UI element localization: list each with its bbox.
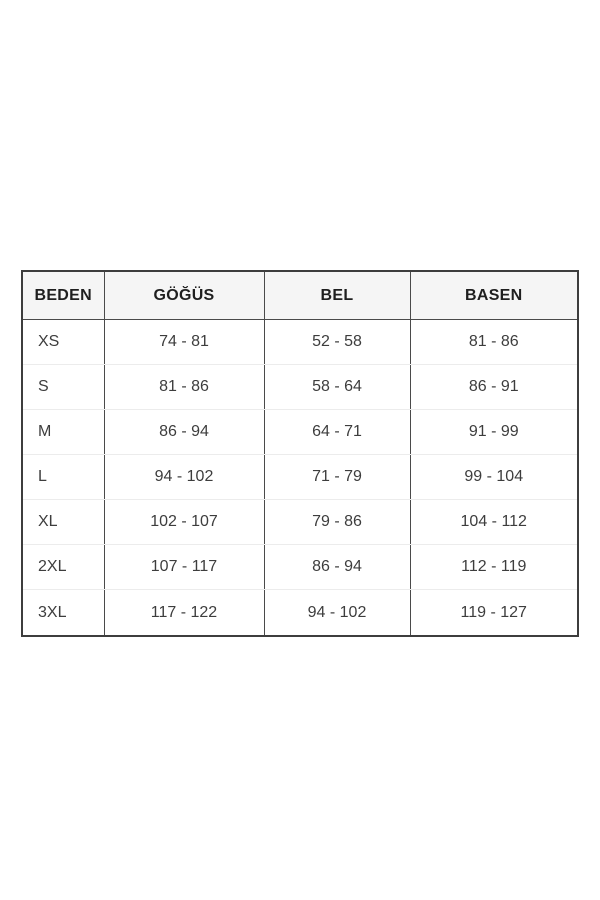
size-cell: 3XL	[38, 603, 67, 621]
hips-cell: 104 - 112	[409, 499, 578, 546]
waist-cell: 52 - 58	[263, 319, 410, 366]
size-cell: M	[22, 409, 104, 456]
size-cell: 2XL	[22, 544, 104, 591]
chest-cell: 117 - 122	[103, 589, 264, 636]
header-waist: BEL	[263, 271, 410, 320]
table-row: XL 102 - 107 79 - 86 104 - 112	[22, 499, 578, 546]
header-row: BEDEN GÖĞÜS BEL BASEN	[22, 271, 578, 320]
chest-cell: 94 - 102	[103, 454, 264, 501]
size-cell: XS	[22, 319, 104, 366]
waist-cell: 71 - 79	[263, 454, 410, 501]
table-row: 2XL 107 - 117 86 - 94 112 - 119	[22, 544, 578, 591]
size-chart-table: BEDEN GÖĞÜS BEL BASEN XS 74 - 81 52 - 58…	[21, 270, 579, 637]
header-hips: BASEN	[409, 271, 578, 320]
chest-cell: 81 - 86	[103, 364, 264, 411]
hips-cell: 81 - 86	[409, 319, 578, 366]
size-cell: S	[22, 364, 104, 411]
waist-cell: 64 - 71	[263, 409, 410, 456]
table-row: XS 74 - 81 52 - 58 81 - 86	[22, 319, 578, 366]
hips-cell: 112 - 119	[409, 544, 578, 591]
hips-cell: 91 - 99	[409, 409, 578, 456]
waist-cell: 79 - 86	[263, 499, 410, 546]
hips-cell: 86 - 91	[409, 364, 578, 411]
hips-cell: 119 - 127	[409, 589, 578, 636]
table-row: 3XL 117 - 122 94 - 102 119 - 127	[22, 589, 578, 636]
size-cell: L	[22, 454, 104, 501]
waist-cell: 58 - 64	[263, 364, 410, 411]
chest-cell: 74 - 81	[103, 319, 264, 366]
waist-cell: 86 - 94	[263, 544, 410, 591]
waist-cell: 94 - 102	[263, 589, 410, 636]
chest-cell: 107 - 117	[103, 544, 264, 591]
table-row: L 94 - 102 71 - 79 99 - 104	[22, 454, 578, 501]
hips-cell: 99 - 104	[409, 454, 578, 501]
chest-cell: 86 - 94	[103, 409, 264, 456]
table-row: M 86 - 94 64 - 71 91 - 99	[22, 409, 578, 456]
size-cell: XL	[22, 499, 104, 546]
chest-cell: 102 - 107	[103, 499, 264, 546]
header-chest: GÖĞÜS	[103, 271, 264, 320]
table-row: S 81 - 86 58 - 64 86 - 91	[22, 364, 578, 411]
header-size: BEDEN	[22, 271, 104, 320]
